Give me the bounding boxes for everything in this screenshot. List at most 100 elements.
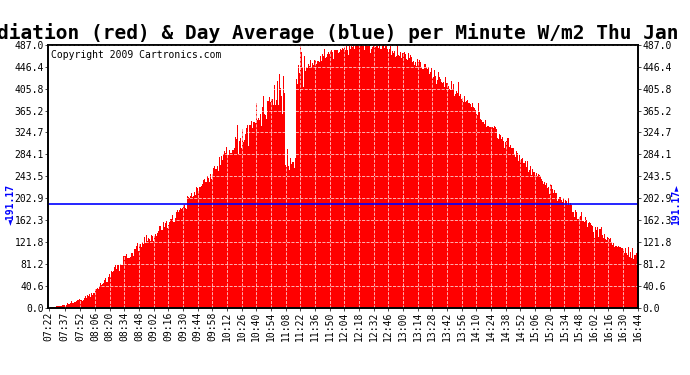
Bar xyxy=(156,236,157,308)
Bar xyxy=(202,184,204,308)
Bar xyxy=(180,208,181,308)
Bar xyxy=(368,45,369,308)
Bar xyxy=(269,97,270,308)
Bar xyxy=(322,54,323,307)
Bar xyxy=(93,293,95,308)
Bar xyxy=(85,296,86,307)
Bar xyxy=(83,300,84,307)
Bar xyxy=(244,140,246,308)
Bar xyxy=(153,240,154,308)
Bar xyxy=(256,103,257,308)
Bar xyxy=(310,60,311,308)
Bar xyxy=(343,49,344,308)
Bar xyxy=(309,66,310,308)
Bar xyxy=(161,230,163,308)
Bar xyxy=(550,184,551,308)
Bar xyxy=(397,44,398,308)
Bar xyxy=(627,255,628,308)
Bar xyxy=(145,243,146,308)
Bar xyxy=(243,142,244,308)
Bar xyxy=(563,198,564,308)
Bar xyxy=(565,200,566,308)
Bar xyxy=(501,139,502,308)
Bar xyxy=(148,237,149,308)
Bar xyxy=(632,248,633,308)
Bar xyxy=(193,196,194,308)
Bar xyxy=(307,68,308,308)
Bar xyxy=(350,49,351,308)
Bar xyxy=(458,82,459,308)
Bar xyxy=(191,193,192,308)
Bar xyxy=(279,74,280,307)
Bar xyxy=(367,44,368,308)
Bar xyxy=(152,236,153,308)
Bar xyxy=(214,166,215,308)
Bar xyxy=(459,96,460,308)
Bar xyxy=(591,225,592,308)
Bar xyxy=(324,49,325,308)
Bar xyxy=(395,57,396,308)
Bar xyxy=(206,176,208,308)
Bar xyxy=(97,290,99,308)
Bar xyxy=(587,227,588,308)
Bar xyxy=(553,192,555,308)
Bar xyxy=(259,120,260,308)
Bar xyxy=(235,137,236,308)
Bar xyxy=(629,256,630,307)
Bar xyxy=(55,307,56,308)
Bar xyxy=(616,246,618,308)
Bar xyxy=(628,247,629,308)
Bar xyxy=(319,56,321,308)
Bar xyxy=(236,139,237,308)
Bar xyxy=(558,199,559,308)
Bar xyxy=(520,160,521,308)
Bar xyxy=(143,244,144,308)
Bar xyxy=(500,135,501,308)
Bar xyxy=(430,72,431,308)
Bar xyxy=(436,84,437,308)
Bar xyxy=(600,227,602,308)
Bar xyxy=(208,182,210,308)
Bar xyxy=(192,197,193,308)
Bar xyxy=(284,93,285,308)
Bar xyxy=(337,53,339,307)
Bar xyxy=(432,78,433,308)
Bar xyxy=(262,107,263,308)
Bar xyxy=(391,55,392,308)
Bar xyxy=(313,64,315,308)
Bar xyxy=(179,210,180,308)
Bar xyxy=(157,233,158,308)
Bar xyxy=(347,50,348,308)
Bar xyxy=(393,53,394,307)
Bar xyxy=(289,170,290,308)
Bar xyxy=(571,204,572,308)
Bar xyxy=(446,82,448,308)
Bar xyxy=(387,50,388,308)
Bar xyxy=(524,163,525,308)
Bar xyxy=(109,274,110,308)
Bar xyxy=(595,227,596,308)
Bar xyxy=(87,296,88,307)
Bar xyxy=(303,87,304,308)
Bar xyxy=(426,69,428,308)
Bar xyxy=(331,50,333,308)
Bar xyxy=(59,306,60,308)
Bar xyxy=(105,278,106,308)
Bar xyxy=(604,239,606,308)
Bar xyxy=(237,126,238,308)
Bar xyxy=(373,44,374,308)
Bar xyxy=(535,173,537,308)
Bar xyxy=(291,164,293,308)
Bar xyxy=(483,122,484,308)
Bar xyxy=(486,128,487,308)
Bar xyxy=(295,79,297,308)
Bar xyxy=(348,55,349,308)
Bar xyxy=(454,96,455,308)
Bar xyxy=(195,195,196,308)
Bar xyxy=(184,208,186,308)
Bar xyxy=(258,118,259,308)
Bar xyxy=(112,272,113,308)
Bar xyxy=(388,53,389,308)
Bar xyxy=(351,44,352,308)
Bar xyxy=(106,282,107,308)
